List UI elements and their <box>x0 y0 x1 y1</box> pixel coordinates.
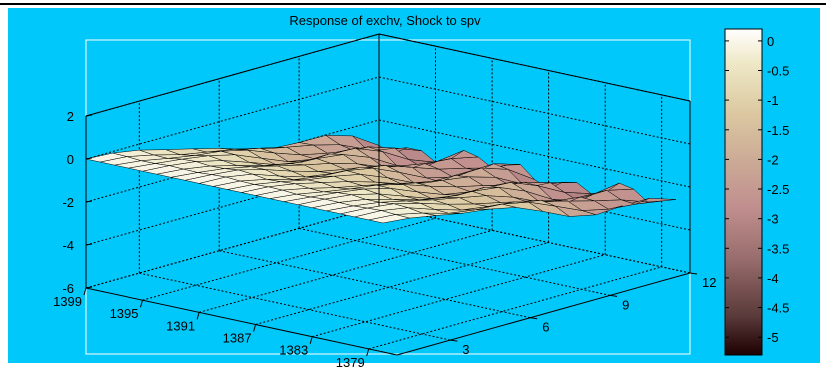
colorbar-tick-label: 0 <box>767 34 774 49</box>
z-tick <box>85 114 93 117</box>
gridline <box>85 205 380 289</box>
z-tick-label: -2 <box>62 195 74 210</box>
colorbar-tick-label: -3.5 <box>767 241 789 256</box>
gridline <box>378 205 691 274</box>
z-tick <box>85 243 93 246</box>
colorbar-gradient <box>724 28 763 356</box>
y-tick-label: 3 <box>462 342 469 357</box>
x-axis-line <box>85 287 398 356</box>
colorbar-tick-label: -2 <box>767 152 779 167</box>
x-tick <box>253 324 257 332</box>
gridline <box>139 272 451 341</box>
y-tick <box>689 272 698 275</box>
colorbar-tick-label: -1.5 <box>767 123 789 138</box>
top-rule <box>0 3 826 5</box>
surface-patch <box>85 152 127 163</box>
gridline <box>198 229 493 313</box>
colorbar-tick-label: -3 <box>767 212 779 227</box>
x-tick <box>196 312 200 320</box>
colorbar-tick-label: -5 <box>767 330 779 345</box>
x-tick-label: 1399 <box>53 294 82 309</box>
z-tick-label: -6 <box>62 281 74 296</box>
x-tick-label: 1383 <box>279 343 308 358</box>
colorbar: 0 -0.5 -1 -1.5 -2 -2.5 -3 -3.5 -4 -4.5 -5 <box>724 28 789 356</box>
z-tick <box>85 200 93 203</box>
gridline <box>378 76 691 145</box>
x-tick <box>366 348 370 357</box>
colorbar-tick-label: -0.5 <box>767 64 789 79</box>
x-tick <box>309 336 313 344</box>
gridline <box>142 217 436 301</box>
y-axis-line <box>396 272 691 356</box>
gridline <box>298 227 611 296</box>
z-tick-label: 0 <box>67 152 74 167</box>
y-tick <box>530 317 538 320</box>
colorbar-tick-label: -4.5 <box>767 301 789 316</box>
z-tick <box>85 157 93 160</box>
z-tick-label: -4 <box>62 238 74 253</box>
box-edge <box>85 33 380 117</box>
x-tick-label: 1387 <box>223 331 252 346</box>
colorbar-tick-label: -1 <box>767 93 779 108</box>
y-tick <box>450 339 458 342</box>
box-edge <box>378 33 691 102</box>
gridline <box>219 250 531 319</box>
y-tick-label: 6 <box>542 320 549 335</box>
gridline <box>378 119 691 188</box>
x-tick-label: 1391 <box>166 318 195 333</box>
gridline <box>255 242 549 325</box>
gridline <box>85 76 380 160</box>
z-tick <box>85 286 93 289</box>
y-tick-label: 12 <box>702 275 716 290</box>
colorbar-tick-label: -4 <box>767 271 779 286</box>
y-tick-label: 9 <box>622 297 629 312</box>
x-tick <box>83 287 87 296</box>
x-tick <box>140 300 143 308</box>
chart-title: Response of exchv, Shock to spv <box>289 13 481 28</box>
x-tick-label: 1395 <box>110 306 139 321</box>
colorbar-tick-label: -2.5 <box>767 182 789 197</box>
y-tick <box>610 294 618 297</box>
x-tick-label: 1379 <box>336 355 365 367</box>
gridline <box>312 254 606 338</box>
z-tick-label: 2 <box>67 109 74 124</box>
surface-mesh <box>85 135 676 224</box>
gridline <box>368 266 662 350</box>
